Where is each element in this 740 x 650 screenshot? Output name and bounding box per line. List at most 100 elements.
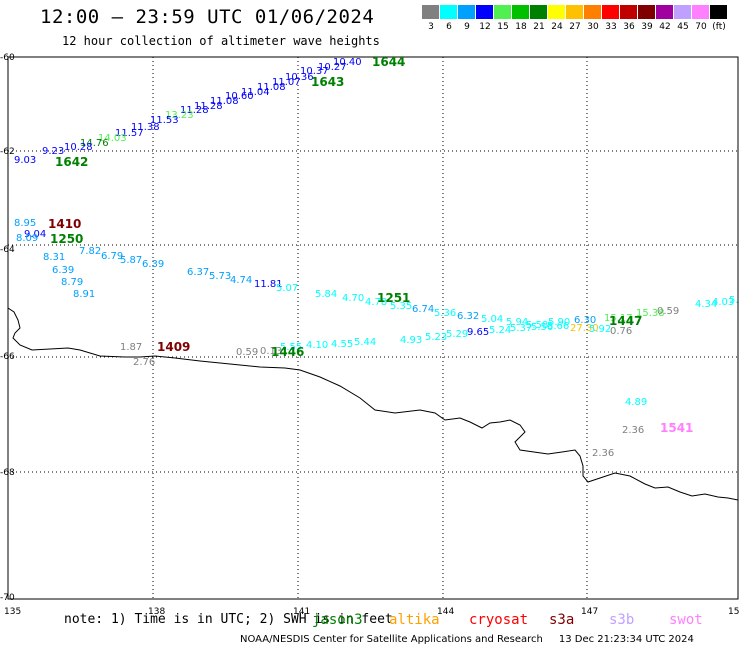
wave-height-label: 8.09 xyxy=(16,233,38,244)
satellite-legend-item: jason3 xyxy=(312,612,363,628)
wave-height-label: 5.94 xyxy=(506,317,528,328)
pass-time-label: 1446 xyxy=(271,345,304,359)
legend-label: 21 xyxy=(533,22,545,32)
wave-height-label: 5.90 xyxy=(548,317,570,328)
wave-height-label: 15.38 xyxy=(636,308,665,319)
credit-text: NOAA/NESDIS Center for Satellite Applica… xyxy=(240,634,543,645)
wave-height-label: 5.36 xyxy=(434,308,456,319)
wave-height-label: 8.95 xyxy=(14,218,36,229)
graticule xyxy=(8,57,738,599)
footer-credit: NOAA/NESDIS Center for Satellite Applica… xyxy=(240,634,694,645)
wave-height-label: 5.04 xyxy=(481,314,503,325)
satellite-legend-item: swot xyxy=(669,612,703,628)
pass-time-label: 1410 xyxy=(48,217,81,231)
latitude-tick-label: -70 xyxy=(0,593,15,603)
legend-label: 27 xyxy=(569,22,581,32)
latitude-tick-label: -60 xyxy=(0,53,15,63)
wave-height-label: 5.66 xyxy=(547,321,569,332)
page-title: 12:00 – 23:59 UTC 01/06/2024 xyxy=(40,6,375,28)
legend-swatch xyxy=(494,5,512,19)
wave-height-label: 10.28 xyxy=(64,142,93,153)
antarctic-coastline xyxy=(7,307,739,501)
wave-height-label: 6.39 xyxy=(52,265,74,276)
legend-label: 42 xyxy=(659,22,671,32)
legend-label: 45 xyxy=(677,22,689,32)
legend-swatch xyxy=(674,5,692,19)
legend-swatch xyxy=(602,5,620,19)
pass-time-label: 1643 xyxy=(311,75,344,89)
legend-label: 39 xyxy=(641,22,653,32)
legend-label: 70 xyxy=(695,22,707,32)
legend-label: 36 xyxy=(623,22,635,32)
longitude-tick-label: 144 xyxy=(437,607,454,617)
legend-swatches xyxy=(422,5,728,19)
wave-height-label: 0.13 xyxy=(260,346,282,357)
footer-timestamp: 13 Dec 21:23:34 UTC 2024 xyxy=(558,634,694,645)
pass-time-label: 1409 xyxy=(157,340,190,354)
wave-height-label: 2.76 xyxy=(133,357,155,368)
wave-height-label: 5.24 xyxy=(489,325,511,336)
wave-height-label: 11.08 xyxy=(210,96,239,107)
longitude-tick-label: 147 xyxy=(581,607,598,617)
latitude-tick-label: -62 xyxy=(0,147,15,157)
wave-height-label: 4.10 xyxy=(306,340,328,351)
wave-height-label: 10.37 xyxy=(300,66,329,77)
legend-swatch xyxy=(530,5,548,19)
wave-height-label: 5.29 xyxy=(446,329,468,340)
wave-height-labels: 10.4010.2710.3710.3611.0711.0811.0410.60… xyxy=(14,57,739,459)
legend-swatch xyxy=(512,5,530,19)
longitude-tick-label: 135 xyxy=(4,607,21,617)
legend-label: (ft) xyxy=(712,22,726,32)
legend-swatch xyxy=(710,5,728,19)
wave-height-label: 5.87 xyxy=(120,255,142,266)
satellite-legend-item: cryosat xyxy=(469,612,529,628)
wave-height-label: 6.37 xyxy=(187,267,209,278)
wave-height-label: 14.03 xyxy=(98,133,127,144)
legend-swatch xyxy=(440,5,458,19)
pass-time-label: 1642 xyxy=(55,155,88,169)
wave-height-label: 13.23 xyxy=(165,110,194,121)
legend-label: 33 xyxy=(605,22,617,32)
legend-swatch xyxy=(620,5,638,19)
latitude-tick-label: -64 xyxy=(0,245,15,255)
wave-height-label: 9.04 xyxy=(24,229,46,240)
footer-note: note: 1) Time is in UTC; 2) SWH is in fe… xyxy=(64,612,393,627)
legend-labels: 3 6 9 12 15 18 21 24 27 30 33 36 39 42 45 70 (ft) xyxy=(422,22,728,32)
wave-height-label: 5.37 xyxy=(510,323,532,334)
wave-height-label: 0.76 xyxy=(610,326,632,337)
legend-swatch xyxy=(638,5,656,19)
wave-height-label: 11.04 xyxy=(241,87,270,98)
wave-height-label: 5.44 xyxy=(354,337,376,348)
wave-height-label: 4.74 xyxy=(230,275,252,286)
legend-swatch xyxy=(656,5,674,19)
wave-height-label: 15.17 xyxy=(604,313,633,324)
wave-height-label: 4.93 xyxy=(400,335,422,346)
pass-time-label: 1447 xyxy=(609,314,642,328)
wave-height-label: 6.79 xyxy=(101,251,123,262)
legend-swatch xyxy=(692,5,710,19)
wave-height-label: 11.28 xyxy=(180,105,209,116)
wave-height-label: 9.23 xyxy=(42,146,64,157)
wave-height-label: 6.32 xyxy=(457,311,479,322)
legend-swatch xyxy=(584,5,602,19)
satellite-legend-item: s3b xyxy=(609,612,635,628)
wave-height-label: 14.76 xyxy=(80,138,109,149)
wave-height-label: 11.08 xyxy=(257,82,286,93)
pass-time-label: 1541 xyxy=(660,421,693,435)
wave-height-label: 5.84 xyxy=(315,289,337,300)
legend-label: 12 xyxy=(479,22,491,32)
legend-swatch xyxy=(458,5,476,19)
legend-label: 3 xyxy=(428,22,434,32)
page-subtitle: 12 hour collection of altimeter wave hei… xyxy=(62,34,380,48)
wave-height-label: 11.38 xyxy=(131,122,160,133)
wave-height-label: 4.70 xyxy=(342,293,364,304)
legend-label: 6 xyxy=(446,22,452,32)
wave-height-label: 10.27 xyxy=(318,62,347,73)
color-legend: 3 6 9 12 15 18 21 24 27 30 33 36 39 42 45 70 (ft) xyxy=(422,5,728,32)
legend-swatch xyxy=(548,5,566,19)
wave-height-label: 4.89 xyxy=(625,397,647,408)
axis-ticks: 135 138 141 144 147 150 -60 -62 -64 -66 -68 -70 xyxy=(0,53,740,617)
wave-height-label: 4.03 xyxy=(712,297,734,308)
